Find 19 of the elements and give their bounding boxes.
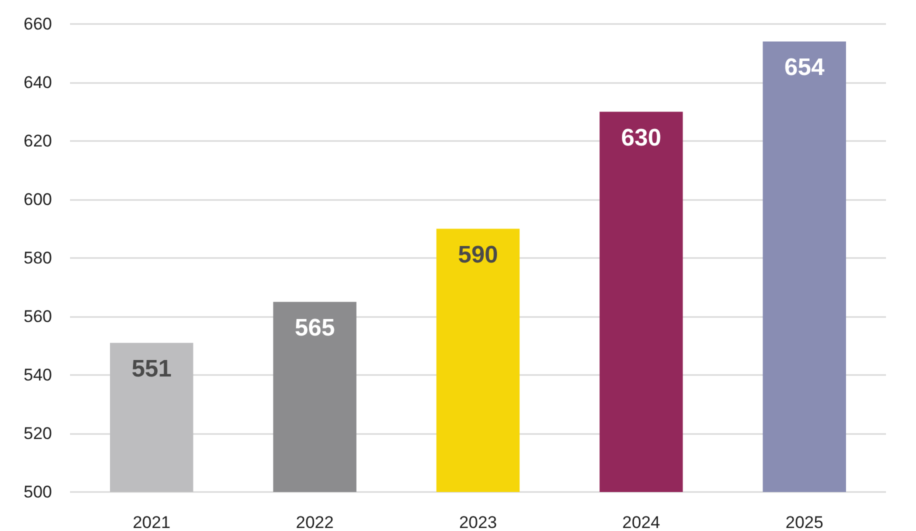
y-tick-label: 520 [24, 424, 52, 443]
x-tick-label: 2021 [132, 513, 171, 531]
data-label: 565 [294, 314, 335, 342]
data-label: 654 [784, 54, 826, 82]
y-tick-label: 540 [24, 366, 52, 384]
x-tick-label: 2025 [785, 513, 824, 531]
y-tick-label: 600 [24, 190, 52, 209]
data-label: 590 [458, 241, 498, 268]
y-tick-label: 620 [24, 132, 52, 150]
y-tick-label: 560 [24, 307, 52, 326]
x-tick-label: 2022 [296, 513, 334, 531]
x-tick-label: 2024 [622, 513, 660, 531]
y-tick-label: 640 [24, 73, 52, 92]
data-label: 630 [621, 124, 662, 152]
y-tick-label: 580 [24, 248, 52, 268]
data-label: 551 [132, 355, 172, 382]
y-tick-label: 660 [24, 14, 52, 34]
y-tick-label: 500 [24, 482, 52, 502]
x-tick-label: 2023 [459, 513, 497, 531]
